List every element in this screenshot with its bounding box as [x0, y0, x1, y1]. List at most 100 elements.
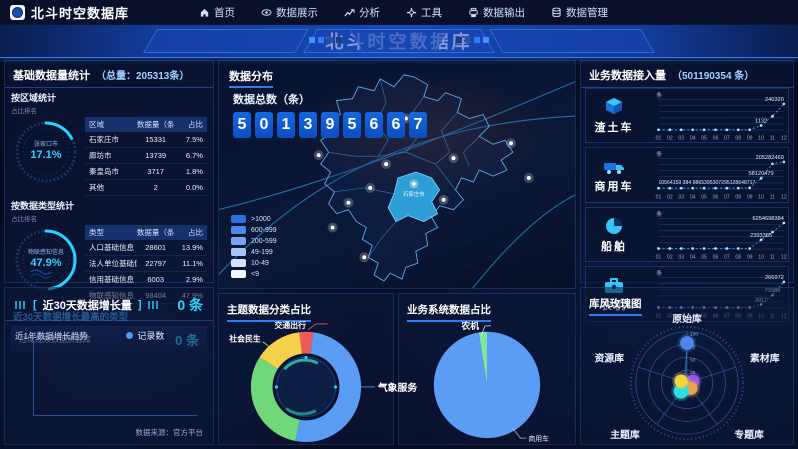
legend-label: 600-999 [251, 226, 277, 234]
sparkline-svg: 条 1132 240320 01 02 03 04 05 06 07 08 09 10 11 12 [656, 91, 787, 141]
table-cell: 6.7% [185, 151, 203, 160]
svg-text:10: 10 [758, 254, 764, 260]
highlighted-region[interactable] [387, 171, 441, 223]
svg-text:11: 11 [770, 254, 775, 260]
title-banner: 北斗时空数据库 [0, 24, 798, 58]
sparkline-svg: 条 10564159 384 9865395307295128648717 5812… [656, 151, 787, 201]
nav-item-label: 分析 [359, 6, 381, 19]
table-cell: 15331 [145, 135, 167, 144]
growth-panel: [ 近30天数据增长量 ] 0 条 近1年数据增长趋势 记录数 数据来源：官方平… [4, 287, 214, 445]
svg-text:04: 04 [690, 135, 696, 141]
column-header: 类型 [89, 228, 104, 237]
map-legend: >1000 600-999 200-599 49-199 10-49 <9 [231, 212, 277, 278]
access-header: 业务数据接入量 （501190354 条） [581, 61, 793, 88]
base-stats-header: 基础数据量统计 （总量：205313条） [5, 61, 213, 88]
nav-item-6[interactable]: 数据管理 [551, 5, 608, 20]
svg-text:47.9%: 47.9% [30, 257, 61, 269]
svg-text:05: 05 [701, 195, 707, 201]
svg-text:09: 09 [747, 135, 753, 141]
nav-item-label: 首页 [214, 6, 236, 19]
svg-text:原始库: 原始库 [672, 312, 702, 325]
biz-ratio-panel: 业务系统数据占比 农机 商用车 [398, 293, 576, 445]
nav-item-4[interactable]: 工具 [406, 5, 442, 20]
svg-text:素材库: 素材库 [749, 351, 780, 364]
table-cell: 6003 [147, 275, 165, 284]
svg-text:社会民生: 社会民生 [228, 334, 261, 344]
counter-digit: 6 [365, 112, 383, 138]
map-glow-decoration [219, 61, 575, 288]
section-title: 按数据类型统计 [11, 201, 75, 211]
legend-label: >1000 [251, 215, 271, 223]
svg-text:04: 04 [690, 195, 696, 201]
table-cell: 13.9% [181, 243, 203, 252]
table-cell: 0.0% [185, 183, 203, 192]
svg-text:205282469: 205282469 [756, 155, 784, 161]
table-cell: 3717 [147, 167, 165, 176]
svg-text:09: 09 [747, 195, 753, 201]
access-rows: 渣土车条 1132 240320 01 02 03 04 05 06 07 08 09 10 11 12 商用… [581, 86, 793, 322]
growth-30d-bar: [ 近30天数据增长量 ] 0 条 [5, 288, 213, 321]
legend-swatch-icon [231, 270, 246, 278]
svg-text:04: 04 [690, 254, 696, 260]
legend-swatch-icon [231, 226, 246, 234]
nav-item-1[interactable]: 首页 [199, 5, 235, 20]
trend-legend: 记录数 [126, 329, 164, 342]
radar-chart: 原始库 素材库 专题库 主题库 资源库 100 75 50 25 [581, 312, 793, 444]
counter-digit: 7 [409, 112, 427, 138]
nav-item-2[interactable]: 数据展示 [261, 5, 318, 20]
top-navbar: 北斗时空数据库 首页 数据展示 分析 工具 数据输出 数据管理 [0, 0, 798, 25]
table-cell: 人口基础信息 [89, 243, 134, 252]
svg-text:17.1%: 17.1% [30, 149, 61, 161]
eye-icon [261, 7, 272, 18]
access-sparkline: 条 1132 240320 01 02 03 04 05 06 07 08 09 10 11 12 [642, 89, 788, 142]
svg-text:条: 条 [656, 210, 662, 218]
counter-digit: 3 [299, 112, 317, 138]
home-icon [199, 7, 210, 18]
access-category: 船舶 [586, 216, 642, 254]
nav-item-label: 工具 [421, 6, 443, 19]
map-header: 数据分布 [219, 61, 575, 88]
table-row: 人口基础信息 28601 13.9% [85, 240, 207, 256]
table-header-row: 区域 数据量（条） 占比 [85, 117, 207, 132]
svg-text:100: 100 [690, 332, 698, 338]
svg-text:10: 10 [758, 195, 764, 201]
table-cell: 其他 [89, 183, 104, 192]
app-title: 北斗时空数据库 [31, 5, 130, 21]
access-category: 商用车 [586, 156, 642, 194]
table-cell: 22797 [145, 259, 167, 268]
column-header: 区域 [89, 120, 104, 129]
svg-text:08: 08 [735, 195, 741, 201]
table-row: 石家庄市 15331 7.5% [85, 132, 207, 148]
svg-text:08: 08 [735, 254, 741, 260]
base-stats-panel: 基础数据量统计 （总量：205313条） 按区域统计 占比排名 张家口市 17.1… [4, 60, 214, 353]
bracket-decoration [147, 301, 160, 309]
commercial-vehicle-icon [603, 156, 625, 176]
access-category-label: 渣土车 [594, 121, 634, 134]
svg-text:条: 条 [656, 91, 662, 99]
nav-item-label: 数据输出 [483, 6, 526, 19]
app-logo-icon [10, 4, 25, 20]
growth-30d-title: 近30天数据增长量 [42, 300, 132, 312]
table-cell: 信用基础信息 [89, 275, 134, 284]
svg-text:资源库: 资源库 [594, 351, 624, 364]
svg-text:07: 07 [724, 135, 730, 141]
counter-digit: 0 [255, 112, 273, 138]
section-title: 按区域统计 [11, 93, 57, 103]
table-row: 信用基础信息 6003 2.9% [85, 272, 207, 288]
svg-text:2393385: 2393385 [750, 233, 772, 239]
panel-title: 业务系统数据占比 [407, 302, 491, 322]
banner-squares [456, 37, 489, 43]
svg-text:266972: 266972 [765, 275, 784, 281]
tools-icon [406, 7, 417, 18]
main-menu: 首页 数据展示 分析 工具 数据输出 数据管理 [199, 5, 608, 20]
nav-item-3[interactable]: 分析 [344, 5, 380, 20]
access-sparkline: 条 10564159 384 9865395307295128648717 5812… [642, 148, 788, 201]
nav-item-5[interactable]: 数据输出 [468, 5, 525, 20]
svg-text:06: 06 [713, 254, 719, 260]
column-header: 占比 [187, 120, 203, 129]
svg-text:05: 05 [701, 135, 707, 141]
svg-text:主题库: 主题库 [610, 428, 640, 441]
access-category: 渣土车 [586, 97, 642, 135]
